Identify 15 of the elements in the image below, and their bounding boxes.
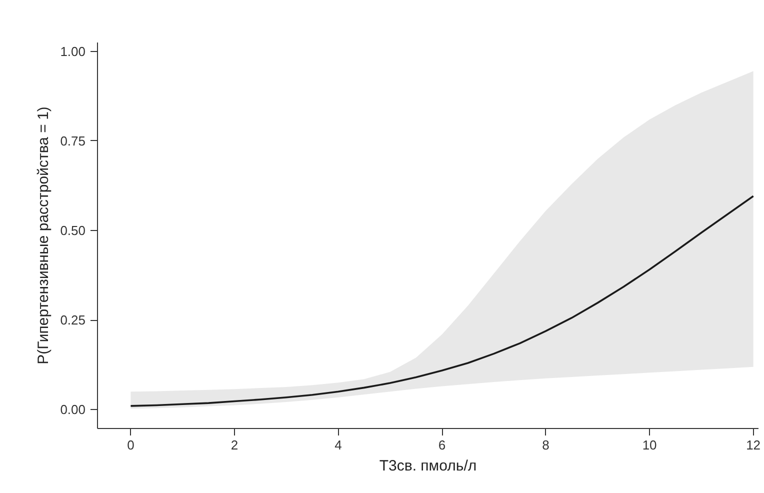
y-tick-label: 0.75 bbox=[60, 133, 86, 148]
y-tick-label: 0.25 bbox=[60, 312, 86, 328]
y-axis-title: P(Гипертензивные расстройства = 1) bbox=[35, 106, 52, 364]
x-tick-label: 2 bbox=[230, 438, 238, 452]
line-series bbox=[130, 195, 754, 407]
x-tick-label: 4 bbox=[334, 438, 342, 452]
x-tick-label: 10 bbox=[642, 438, 657, 452]
y-tick-label: 0.50 bbox=[60, 222, 86, 238]
y-tick-label: 0.00 bbox=[60, 402, 86, 418]
x-tick-label: 8 bbox=[542, 438, 550, 452]
y-tick-label: 1.00 bbox=[60, 44, 86, 59]
x-tick-label: 6 bbox=[438, 438, 446, 452]
x-tick-label: 12 bbox=[746, 438, 761, 452]
x-axis-title: T3св. пмоль/л bbox=[379, 458, 477, 474]
x-tick-label: 0 bbox=[127, 438, 134, 452]
